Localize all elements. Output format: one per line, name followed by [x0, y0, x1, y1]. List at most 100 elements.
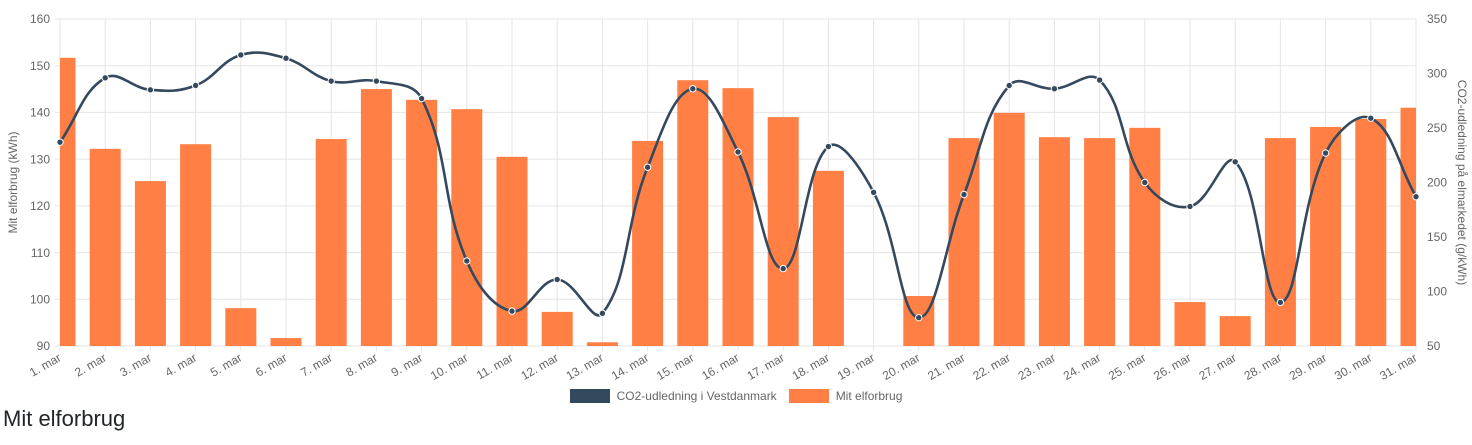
elforbrug-bar-28[interactable]: [1264, 138, 1296, 346]
x-axis: 1. mar 2. mar 3. mar 4. mar 5. mar 6. mar 7. m…: [27, 350, 1419, 382]
elforbrug-bar-12[interactable]: [541, 311, 573, 346]
x-tick-label: 6. mar: [253, 350, 289, 379]
y-tick-label-right: 150: [1427, 230, 1447, 244]
co2-point-10[interactable]: [463, 257, 471, 265]
y-tick-label-right: 350: [1427, 12, 1447, 26]
elforbrug-bar-23[interactable]: [1038, 137, 1070, 346]
elforbrug-bar-29[interactable]: [1310, 126, 1342, 346]
co2-point-5[interactable]: [237, 51, 245, 59]
co2-point-11[interactable]: [508, 307, 516, 315]
x-tick-label: 11. mar: [474, 350, 515, 382]
elforbrug-bar-5[interactable]: [225, 308, 257, 346]
x-tick-label: 2. mar: [72, 350, 108, 379]
co2-point-22[interactable]: [1005, 81, 1013, 90]
elforbrug-bar-31[interactable]: [1400, 107, 1432, 346]
elforbrug-bar-9[interactable]: [406, 99, 438, 346]
co2-point-24[interactable]: [1095, 76, 1104, 84]
co2-point-31[interactable]: [1412, 192, 1420, 201]
legend-item-co2[interactable]: CO2-udledning i Vestdanmark: [569, 388, 777, 404]
elforbrug-bar-11[interactable]: [496, 156, 528, 346]
y-tick-label-right: 200: [1427, 176, 1447, 190]
x-tick-label: 13. mar: [564, 350, 606, 382]
co2-point-14[interactable]: [643, 163, 652, 171]
x-tick-label: 17. mar: [744, 350, 786, 382]
y-tick-label-left: 100: [30, 292, 50, 306]
x-tick-label: 15. mar: [654, 350, 696, 382]
co2-point-28[interactable]: [1276, 298, 1285, 307]
x-tick-label: 23. mar: [1016, 350, 1058, 382]
elforbrug-bar-15[interactable]: [677, 80, 709, 346]
co2-point-3[interactable]: [146, 86, 155, 94]
elforbrug-bar-7[interactable]: [315, 139, 347, 346]
chart-container: 90 100 110 120 130 140 150 160 50 100 150 200 250 300…: [6, 12, 1469, 383]
elforbrug-bar-3[interactable]: [134, 181, 166, 346]
y-tick-label-left: 120: [30, 199, 50, 213]
co2-point-29[interactable]: [1321, 149, 1330, 157]
co2-point-2[interactable]: [101, 74, 109, 82]
co2-point-6[interactable]: [282, 54, 290, 62]
legend-item-elforbrug[interactable]: Mit elforbrug: [788, 388, 902, 404]
co2-point-8[interactable]: [372, 77, 381, 85]
elforbrug-bar-8[interactable]: [360, 89, 392, 346]
co2-point-30[interactable]: [1367, 114, 1375, 122]
elforbrug-bar-17[interactable]: [767, 117, 799, 346]
y-tick-label-left: 140: [30, 106, 50, 120]
elforbrug-bar-13[interactable]: [586, 342, 618, 346]
elforbrug-bar-22[interactable]: [993, 112, 1025, 346]
co2-point-23[interactable]: [1050, 85, 1059, 93]
y-tick-label-left: 110: [31, 246, 50, 260]
y-axis-title-right: CO2-udledning på elmarkedet (g/kWh): [1455, 80, 1469, 285]
x-tick-label: 19. mar: [835, 350, 877, 382]
x-tick-label: 14. mar: [609, 350, 651, 382]
x-tick-label: 24. mar: [1061, 350, 1103, 382]
x-tick-label: 18. mar: [790, 350, 832, 382]
x-tick-label: 20. mar: [880, 350, 922, 382]
elforbrug-bar-14[interactable]: [632, 140, 664, 346]
x-tick-label: 30. mar: [1332, 350, 1374, 382]
elforbrug-bar-6[interactable]: [270, 338, 302, 346]
y-axis-title-left: Mit elforbrug (kWh): [6, 131, 20, 233]
co2-point-27[interactable]: [1231, 158, 1239, 166]
elforbrug-bar-26[interactable]: [1174, 302, 1206, 346]
elforbrug-bar-4[interactable]: [180, 144, 212, 346]
co2-point-7[interactable]: [327, 77, 335, 85]
elforbrug-bar-27[interactable]: [1219, 316, 1251, 346]
y-tick-label-left: 130: [30, 152, 50, 166]
co2-point-18[interactable]: [824, 142, 833, 151]
left-axis: 90 100 110 120 130 140 150 160: [30, 12, 50, 353]
co2-point-9[interactable]: [417, 94, 426, 103]
combo-chart: 90 100 110 120 130 140 150 160 50 100 150 200 250 300…: [6, 12, 1469, 383]
legend-swatch-co2: [569, 389, 610, 403]
co2-point-17[interactable]: [779, 264, 787, 273]
co2-point-4[interactable]: [191, 81, 200, 90]
elforbrug-bar-18[interactable]: [812, 170, 844, 346]
co2-point-25[interactable]: [1141, 178, 1149, 187]
co2-point-1[interactable]: [56, 138, 64, 146]
x-tick-label: 7. mar: [298, 350, 334, 379]
x-tick-label: 9. mar: [389, 350, 425, 379]
x-tick-label: 5. mar: [208, 350, 244, 379]
co2-point-16[interactable]: [734, 148, 742, 156]
x-tick-label: 4. mar: [163, 350, 199, 379]
y-tick-label-left: 90: [37, 339, 51, 353]
co2-point-12[interactable]: [553, 275, 561, 284]
co2-point-20[interactable]: [915, 313, 923, 322]
co2-point-19[interactable]: [869, 188, 878, 197]
x-tick-label: 10. mar: [428, 350, 470, 382]
chart-legend: CO2-udledning i Vestdanmark Mit elforbru…: [0, 388, 1472, 404]
co2-point-15[interactable]: [689, 85, 697, 93]
y-tick-label-left: 160: [30, 12, 50, 26]
y-tick-label-left: 150: [30, 59, 50, 73]
x-tick-label: 12. mar: [518, 350, 560, 382]
elforbrug-bar-30[interactable]: [1355, 118, 1387, 346]
x-tick-label: 8. mar: [343, 350, 379, 379]
co2-point-13[interactable]: [598, 309, 607, 317]
elforbrug-bar-24[interactable]: [1084, 138, 1116, 346]
co2-point-21[interactable]: [960, 190, 968, 199]
elforbrug-bar-1[interactable]: [45, 57, 76, 346]
y-tick-label-right: 250: [1427, 121, 1447, 135]
bar-series-elforbrug: [45, 57, 1432, 346]
elforbrug-bar-2[interactable]: [89, 148, 121, 346]
co2-point-26[interactable]: [1186, 202, 1194, 211]
elforbrug-bar-21[interactable]: [948, 138, 980, 346]
